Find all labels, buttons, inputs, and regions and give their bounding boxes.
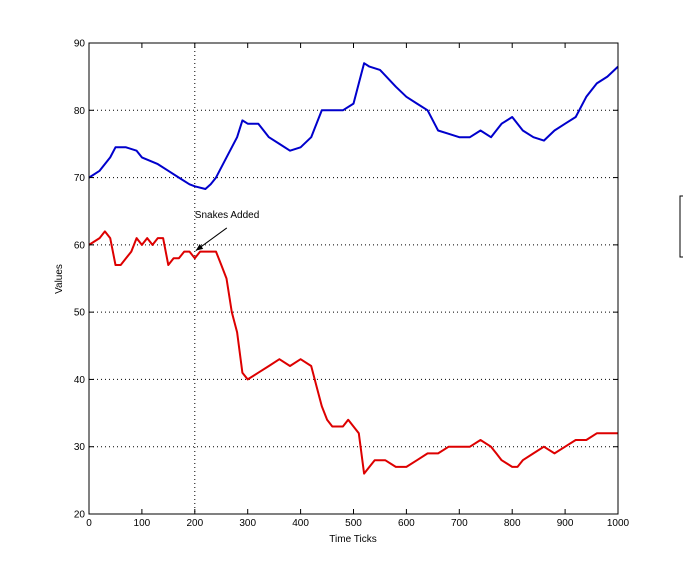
y-tick-label: 30 (74, 442, 86, 453)
series-line-2 (88, 230, 618, 475)
x-tick-label: 100 (134, 518, 151, 529)
axis-ticks: 0 100 200 300 400 500 600 700 800 900 1000 20 30 40 50… (74, 39, 630, 530)
y-tick-label: 40 (74, 375, 86, 386)
x-tick-label: 800 (504, 518, 521, 529)
plot-area (89, 43, 618, 514)
x-tick-label: 900 (557, 518, 574, 529)
y-axis-label: Values (54, 264, 65, 294)
series-layer (88, 62, 619, 475)
x-tick-label: 700 (451, 518, 468, 529)
y-tick-label: 80 (74, 106, 86, 117)
x-tick-label: 400 (292, 518, 309, 529)
x-tick-label: 1000 (607, 518, 630, 529)
y-tick-label: 70 (74, 173, 86, 184)
x-tick-label: 500 (345, 518, 362, 529)
annotation-text: Snakes Added (195, 210, 259, 221)
y-tick-label: 90 (74, 39, 86, 50)
x-tick-label: 600 (398, 518, 415, 529)
x-axis-label: Time Ticks (329, 534, 376, 545)
y-tick-label: 50 (74, 308, 86, 319)
annotation-group: Snakes Added (195, 210, 259, 251)
annotation-arrowhead (195, 244, 204, 251)
x-tick-label: 200 (186, 518, 203, 529)
series-line-1 (88, 62, 619, 190)
legend-box-fragment (679, 195, 683, 258)
x-tick-label: 300 (239, 518, 256, 529)
x-tick-label: 0 (86, 518, 92, 529)
y-tick-label: 20 (74, 510, 86, 521)
y-tick-label: 60 (74, 240, 86, 251)
